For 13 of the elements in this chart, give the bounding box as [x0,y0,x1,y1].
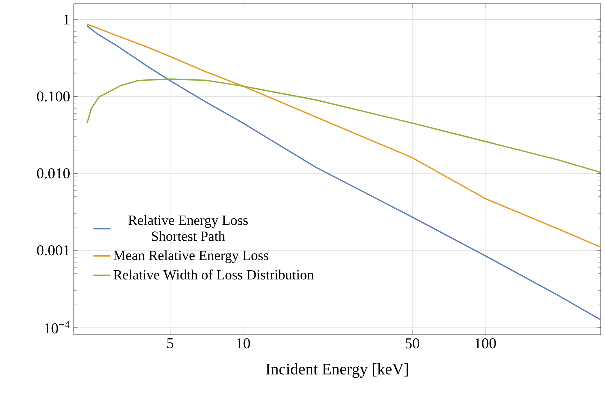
x-tick-label: 10 [237,338,250,349]
x-tick-label: 100 [476,338,496,349]
x-axis-title: Incident Energy [keV] [266,364,408,378]
y-tick-label: 0.001 [37,245,70,256]
y-tick-label: 10$^{−4}$ [45,321,70,334]
x-tick-label: 5 [168,338,174,348]
y-tick-label: 0.100 [37,92,70,102]
y-tick-label: 0.010 [37,168,70,179]
legend-label: Relative Width of Loss Distribution [114,270,314,280]
legend-label: Mean Relative Energy Loss [114,250,269,264]
y-tick-label: 1 [64,14,70,25]
x-tick-label: 50 [406,338,420,349]
legend-label: Relative Energy Loss Shortest Path [128,215,248,242]
